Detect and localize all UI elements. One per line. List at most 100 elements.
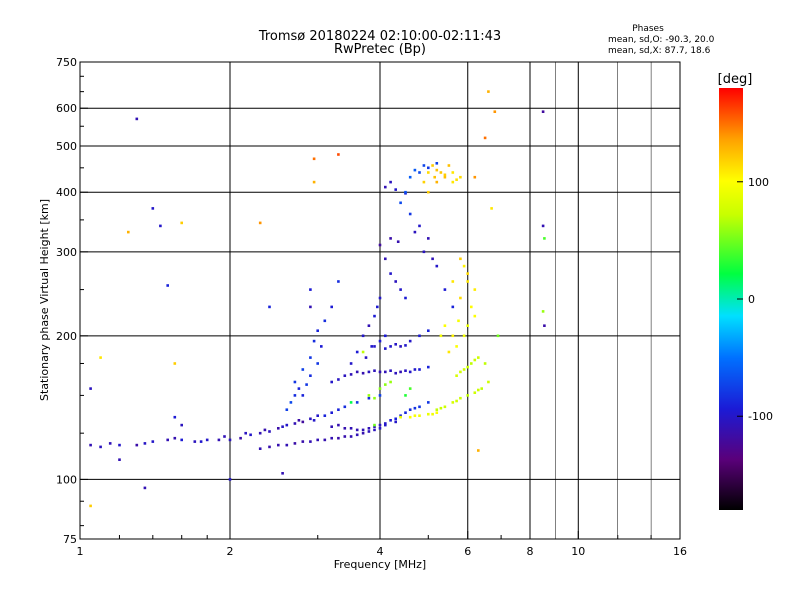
data-point: [427, 166, 430, 170]
data-point: [244, 431, 247, 435]
data-point: [301, 368, 305, 371]
data-point: [173, 362, 177, 365]
data-point: [408, 387, 412, 390]
data-point: [228, 438, 232, 442]
data-point: [367, 324, 371, 327]
data-point: [451, 280, 455, 283]
data-point: [389, 180, 392, 184]
data-point: [399, 370, 402, 374]
data-point: [193, 440, 197, 443]
data-point: [337, 153, 340, 156]
data-point: [143, 486, 147, 490]
data-point: [431, 164, 434, 167]
data-point: [99, 356, 102, 359]
data-point: [408, 212, 412, 216]
data-point: [457, 319, 460, 323]
data-point: [258, 431, 262, 435]
data-point: [451, 171, 455, 174]
data-point: [413, 414, 417, 417]
data-point: [373, 423, 376, 427]
data-point: [404, 296, 407, 300]
data-point: [399, 201, 402, 205]
data-point: [289, 401, 293, 404]
y-tick-label: 600: [56, 102, 77, 115]
data-point: [293, 442, 297, 445]
data-point: [473, 391, 477, 394]
data-point: [337, 378, 340, 381]
data-point: [389, 272, 392, 275]
data-point: [367, 430, 371, 433]
chart-subtitle: RwPretec (Bp): [334, 42, 426, 57]
data-point: [408, 415, 412, 419]
data-point: [316, 414, 319, 417]
data-point: [483, 362, 487, 365]
data-point: [349, 373, 353, 376]
data-point: [490, 207, 493, 210]
data-point: [455, 178, 458, 181]
data-point: [355, 350, 359, 354]
data-point: [459, 296, 462, 300]
data-point: [389, 345, 392, 348]
data-point: [180, 438, 183, 442]
data-point: [413, 368, 417, 371]
data-point: [373, 345, 376, 348]
y-axis-label: Stationary phase Virtual Height [km]: [38, 199, 51, 401]
data-point: [373, 428, 376, 432]
data-point: [364, 356, 368, 359]
data-point: [268, 305, 271, 309]
data-point: [459, 396, 462, 400]
data-point: [384, 185, 387, 189]
data-point: [301, 420, 305, 424]
data-point: [418, 334, 421, 338]
data-point: [439, 406, 443, 410]
data-point: [378, 394, 382, 397]
data-point: [293, 380, 297, 384]
data-point: [418, 224, 421, 228]
data-point: [473, 288, 477, 291]
data-point: [159, 224, 162, 228]
data-point: [309, 440, 312, 443]
data-point: [258, 447, 262, 450]
data-point: [367, 370, 371, 374]
phases-heading: Phases: [632, 24, 664, 34]
data-point: [301, 394, 305, 397]
data-point: [451, 334, 455, 338]
data-point: [330, 425, 333, 428]
data-point: [435, 168, 439, 172]
data-point: [330, 380, 333, 384]
data-point: [355, 428, 359, 432]
data-point: [435, 408, 439, 411]
colorbar-tick-label: -100: [748, 410, 773, 423]
data-point: [127, 230, 130, 234]
data-point: [480, 387, 483, 390]
data-point: [135, 117, 139, 121]
data-point: [343, 405, 347, 409]
data-point: [281, 425, 284, 428]
data-point: [378, 243, 382, 247]
data-point: [435, 411, 439, 414]
data-point: [462, 334, 466, 338]
data-point: [151, 440, 155, 443]
data-point: [323, 414, 327, 417]
data-point: [384, 370, 387, 374]
colorbar-tick-label: 100: [748, 176, 769, 189]
data-point: [541, 110, 545, 113]
data-point: [443, 288, 447, 291]
data-point: [389, 237, 392, 240]
data-point: [443, 324, 447, 327]
data-point: [466, 280, 469, 283]
x-axis-label: Frequency [MHz]: [334, 558, 426, 571]
data-point: [378, 339, 382, 343]
data-point: [239, 436, 242, 440]
data-point: [447, 164, 451, 167]
data-point: [173, 415, 177, 419]
colorbar-label: [deg]: [718, 72, 753, 87]
data-point: [408, 408, 412, 411]
data-point: [373, 369, 376, 372]
data-point: [330, 411, 333, 414]
data-point: [268, 445, 271, 449]
chart-title: Tromsø 20180224 02:10:00-02:11:43: [258, 29, 501, 44]
data-point: [408, 175, 412, 179]
data-point: [309, 305, 312, 309]
